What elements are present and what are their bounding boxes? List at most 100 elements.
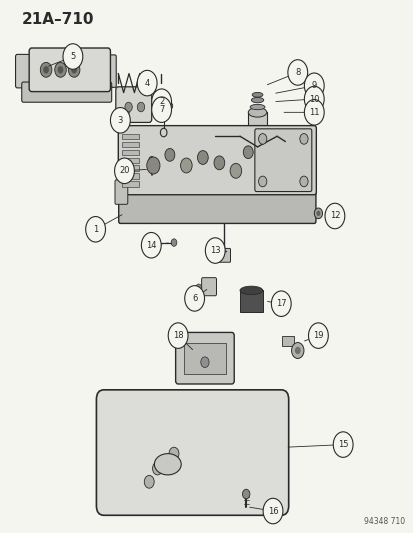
Text: 7: 7 [159,105,164,114]
Circle shape [68,62,80,77]
Circle shape [258,176,266,187]
Bar [122,150,139,155]
Circle shape [110,108,130,133]
Bar [213,130,224,143]
Circle shape [304,100,323,125]
Text: 20: 20 [119,166,129,175]
Circle shape [168,323,188,349]
Circle shape [299,176,307,187]
Circle shape [146,157,159,174]
Text: 2: 2 [159,97,164,106]
Bar [122,181,139,187]
FancyBboxPatch shape [118,126,316,195]
Circle shape [197,151,208,165]
Text: 3: 3 [117,116,123,125]
Circle shape [125,102,132,112]
Circle shape [114,158,134,183]
Text: 94348 710: 94348 710 [363,517,404,526]
Bar [122,142,139,147]
Bar [122,165,139,171]
Bar [122,158,139,163]
Ellipse shape [240,286,262,295]
FancyBboxPatch shape [201,278,216,296]
Circle shape [294,347,300,354]
Circle shape [169,447,178,460]
Circle shape [167,103,172,109]
Ellipse shape [251,98,263,103]
Circle shape [57,66,63,74]
Circle shape [205,238,225,263]
Text: 10: 10 [308,94,319,103]
Circle shape [304,86,323,112]
Text: 15: 15 [337,440,348,449]
Circle shape [324,203,344,229]
Bar [184,343,225,374]
Text: 19: 19 [312,331,323,340]
Ellipse shape [154,454,181,475]
Circle shape [195,284,201,292]
FancyBboxPatch shape [116,87,151,123]
Text: 21A–710: 21A–710 [21,12,94,27]
Circle shape [171,239,176,246]
FancyBboxPatch shape [29,48,110,92]
Circle shape [304,73,323,99]
FancyBboxPatch shape [175,333,234,384]
Circle shape [137,102,145,112]
Text: 1: 1 [93,225,98,234]
Circle shape [144,475,154,488]
Text: 16: 16 [267,506,278,515]
Circle shape [263,498,282,524]
Circle shape [184,286,204,311]
FancyBboxPatch shape [16,54,36,88]
Ellipse shape [249,104,264,110]
Circle shape [313,208,322,219]
Circle shape [258,134,266,144]
FancyBboxPatch shape [115,180,128,204]
Text: 18: 18 [172,331,183,340]
Circle shape [55,62,66,77]
Bar [248,112,266,150]
Circle shape [152,462,162,475]
Circle shape [85,216,105,242]
Circle shape [141,232,161,258]
Text: 4: 4 [144,78,150,87]
Circle shape [151,97,171,123]
Text: 6: 6 [192,294,197,303]
Circle shape [40,62,52,77]
Text: 11: 11 [308,108,319,117]
Text: 9: 9 [311,81,316,90]
Circle shape [43,66,49,74]
Circle shape [291,343,303,359]
Circle shape [180,158,192,173]
Text: 12: 12 [329,212,339,221]
FancyBboxPatch shape [96,390,288,515]
Bar [281,336,294,346]
Text: 14: 14 [146,241,156,250]
Circle shape [230,164,241,178]
FancyBboxPatch shape [22,82,112,102]
Ellipse shape [248,108,266,117]
FancyBboxPatch shape [216,248,230,262]
Text: 17: 17 [275,299,286,308]
Bar [122,173,139,179]
FancyBboxPatch shape [273,135,290,150]
Circle shape [63,44,83,69]
Circle shape [242,489,249,499]
Text: 8: 8 [294,68,300,77]
Circle shape [164,149,174,161]
Circle shape [148,157,154,164]
Circle shape [287,60,307,85]
Circle shape [200,357,209,368]
FancyBboxPatch shape [119,187,315,223]
Text: 5: 5 [70,52,75,61]
Bar [122,134,139,139]
Circle shape [151,89,171,115]
Circle shape [271,291,290,317]
Text: 13: 13 [209,246,220,255]
Circle shape [316,211,320,216]
Circle shape [137,70,157,96]
Circle shape [332,432,352,457]
Circle shape [299,134,307,144]
FancyBboxPatch shape [254,129,311,191]
Circle shape [243,146,253,159]
